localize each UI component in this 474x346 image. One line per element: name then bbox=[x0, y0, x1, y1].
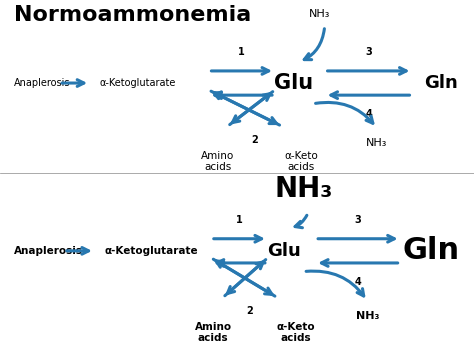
Text: α-Ketoglutarate: α-Ketoglutarate bbox=[104, 246, 198, 256]
Text: 2: 2 bbox=[251, 135, 258, 145]
Text: Gln: Gln bbox=[424, 74, 458, 92]
Text: 3: 3 bbox=[355, 215, 361, 225]
Text: 4: 4 bbox=[365, 109, 372, 119]
Text: Gln: Gln bbox=[403, 236, 460, 265]
Text: α-Ketoglutarate: α-Ketoglutarate bbox=[100, 78, 176, 88]
Text: Normoammonemia: Normoammonemia bbox=[14, 5, 252, 25]
Text: Hyperammonemia: Hyperammonemia bbox=[14, 175, 243, 195]
Text: 1: 1 bbox=[238, 47, 245, 57]
Text: α-Keto
acids: α-Keto acids bbox=[277, 322, 316, 343]
Text: Anaplerosis: Anaplerosis bbox=[14, 78, 71, 88]
Text: 1: 1 bbox=[236, 215, 243, 225]
Text: Anaplerosis: Anaplerosis bbox=[14, 246, 83, 256]
Text: NH₃: NH₃ bbox=[356, 311, 379, 321]
Text: NH₃: NH₃ bbox=[366, 138, 388, 148]
Text: Glu: Glu bbox=[267, 242, 301, 260]
Text: Amino
acids: Amino acids bbox=[201, 151, 235, 172]
Text: Amino
acids: Amino acids bbox=[195, 322, 232, 343]
Text: Glu: Glu bbox=[274, 73, 313, 93]
Text: NH₃: NH₃ bbox=[274, 175, 333, 203]
Text: 3: 3 bbox=[365, 47, 372, 57]
Text: α-Keto
acids: α-Keto acids bbox=[284, 151, 318, 172]
Text: 2: 2 bbox=[246, 307, 254, 316]
Text: 4: 4 bbox=[355, 277, 361, 287]
Text: NH₃: NH₃ bbox=[309, 9, 331, 19]
